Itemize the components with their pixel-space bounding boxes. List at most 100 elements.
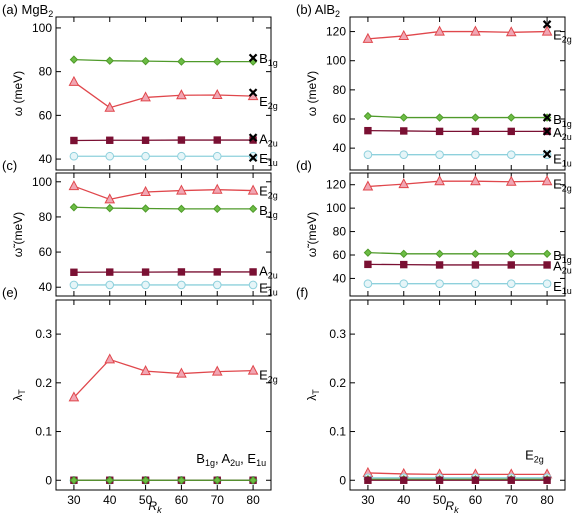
series-line — [367, 130, 548, 133]
data-point — [363, 248, 373, 257]
data-point — [542, 249, 552, 259]
data-point — [213, 476, 222, 485]
data-point — [507, 249, 516, 259]
data-point — [69, 151, 79, 161]
series-line — [367, 30, 548, 40]
data-point — [434, 25, 445, 36]
data-point — [104, 353, 116, 364]
data-point — [176, 89, 187, 100]
data-point — [105, 280, 115, 290]
mode-label: B1g — [259, 51, 278, 68]
data-point — [248, 280, 258, 290]
data-point — [506, 279, 516, 289]
data-point — [471, 127, 480, 136]
y-tick-label: 100 — [326, 201, 346, 215]
data-point — [141, 268, 150, 276]
data-point — [141, 56, 150, 66]
y-axis-label: λT — [11, 389, 27, 401]
data-point — [105, 203, 114, 213]
data-point — [400, 260, 408, 269]
y-tick-label: 0.3 — [329, 327, 346, 341]
y-tick-label: 0.2 — [35, 376, 52, 390]
reference-cross-marker — [542, 127, 552, 136]
y-tick-label: 0 — [339, 473, 346, 487]
series-line — [73, 185, 254, 201]
panel-label: (a) MgB2 — [2, 2, 53, 19]
y-tick-label: 60 — [39, 245, 53, 259]
data-point — [363, 279, 373, 289]
reference-cross-marker — [248, 88, 258, 97]
reference-cross-marker — [248, 153, 258, 163]
data-point — [70, 136, 78, 145]
data-point — [400, 127, 408, 135]
data-point — [68, 391, 80, 402]
data-point — [211, 183, 223, 194]
data-point — [177, 57, 186, 66]
data-point — [140, 365, 151, 376]
mode-label: E2g — [259, 184, 278, 201]
data-point — [399, 279, 409, 289]
data-point — [470, 175, 481, 186]
y-tick-label: 100 — [32, 21, 52, 35]
data-point — [213, 204, 222, 214]
series-B1g — [363, 248, 552, 259]
reference-cross-marker — [542, 149, 552, 159]
series-B1g — [69, 53, 258, 66]
data-point — [141, 204, 150, 213]
data-point — [177, 476, 186, 485]
data-point — [177, 268, 186, 276]
mode-label: E2g — [553, 177, 572, 194]
data-point — [106, 268, 114, 276]
data-point — [435, 476, 444, 484]
data-point — [434, 175, 445, 186]
data-point — [177, 204, 186, 214]
mode-label: E1u — [553, 151, 572, 168]
data-point — [507, 113, 516, 122]
x-tick-label: 50 — [139, 493, 153, 507]
panel-label: (b) AlB2 — [296, 2, 340, 19]
data-point — [68, 75, 80, 86]
y-axis-label: ω (meV) — [11, 71, 25, 116]
series-line — [73, 358, 254, 398]
data-point — [470, 25, 481, 36]
x-tick-label: 50 — [433, 493, 447, 507]
data-point — [507, 127, 515, 136]
data-point — [435, 249, 444, 259]
y-tick-label: 40 — [333, 141, 347, 155]
data-point — [363, 111, 373, 121]
reference-cross-marker — [248, 53, 258, 63]
y-tick-label: 0.1 — [329, 425, 346, 439]
series-E2g — [68, 180, 259, 204]
plot-frame — [55, 16, 272, 171]
plot-frame — [349, 172, 566, 297]
data-point — [435, 261, 444, 269]
data-point — [140, 91, 151, 102]
mode-label: A2u — [553, 125, 572, 142]
x-tick-label: 40 — [103, 493, 117, 507]
series-A2u — [364, 476, 551, 484]
x-tick-label: 80 — [540, 493, 554, 507]
data-point — [177, 280, 186, 290]
plot-frame — [349, 299, 566, 491]
data-point — [364, 476, 372, 484]
series-E2g — [68, 353, 259, 402]
series-E1u — [363, 149, 552, 159]
y-tick-label: 80 — [333, 225, 347, 239]
data-point — [69, 280, 79, 290]
panel-label: (e) — [2, 285, 18, 300]
data-point — [248, 476, 258, 485]
mode-label: A2u — [259, 132, 278, 149]
x-tick-label: 60 — [175, 493, 189, 507]
series-E1u — [69, 151, 258, 163]
mode-label: B1g — [553, 112, 572, 129]
data-point — [105, 476, 114, 485]
x-tick-label: 80 — [246, 493, 260, 507]
data-point — [362, 32, 374, 43]
data-point — [541, 25, 553, 36]
series-B1g — [69, 203, 258, 214]
mode-label: E2g — [259, 94, 278, 111]
data-point — [399, 113, 408, 122]
y-axis-label: ω (meV) — [305, 71, 319, 116]
series-line — [73, 81, 254, 109]
series-A2u — [70, 268, 257, 276]
